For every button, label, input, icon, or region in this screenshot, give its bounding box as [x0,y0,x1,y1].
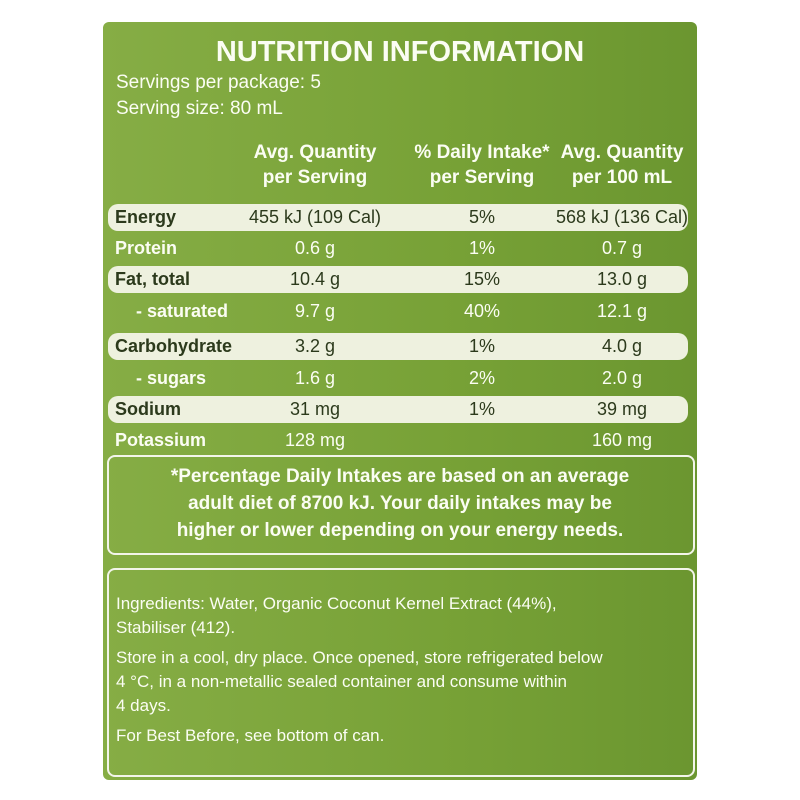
nutrient-value: 2.0 g [601,368,643,388]
ingredients-line: Stabiliser (412). [116,618,236,637]
serving-size: Serving size: 80 mL [116,98,283,119]
column-header: per Serving [429,167,535,188]
footnote-line: *Percentage Daily Intakes are based on a… [170,466,630,487]
column-header: Avg. Quantity [560,142,684,163]
ingredients-line: For Best Before, see bottom of can. [116,726,385,745]
nutrient-value: 455 kJ (109 Cal) [248,207,382,227]
nutrient-value: 3.2 g [294,336,336,356]
nutrient-row: Sodium 31 mg 1% 39 mg [108,396,688,423]
ingredients-line: Store in a cool, dry place. Once opened,… [116,648,603,667]
nutrient-value: 31 mg [289,399,341,419]
nutrient-row: - sugars 1.6 g 2% 2.0 g [108,365,688,392]
nutrient-row: Carbohydrate 3.2 g 1% 4.0 g [108,333,688,360]
nutrient-value: 0.6 g [294,238,336,258]
nutrient-row: Energy 455 kJ (109 Cal) 5% 568 kJ (136 Cal) [108,204,688,231]
nutrient-row: - saturated 9.7 g 40% 12.1 g [108,298,688,325]
nutrient-value: 4.0 g [601,336,643,356]
servings: Servings per package: 5 [116,72,321,93]
nutrient-value: 2% [468,368,495,388]
nutrient-label: - saturated [136,301,229,321]
column-header: per Serving [262,167,368,188]
nutrient-value: 13.0 g [596,269,648,289]
nutrient-value: 15% [463,269,501,289]
nutrient-value: 160 mg [591,430,653,450]
column-header: Avg. Quantity [253,142,377,163]
nutrient-label: Sodium [115,399,181,419]
nutrient-value: 1% [468,238,495,258]
footnote-line: adult diet of 8700 kJ. Your daily intake… [188,493,612,514]
nutrient-label: - sugars [136,368,207,388]
nutrient-row: Protein 0.6 g 1% 0.7 g [108,235,688,262]
footnote-box [107,455,695,555]
nutrient-label: Carbohydrate [115,336,233,356]
nutrient-row: Potassium 128 mg 160 mg [108,427,688,454]
title: NUTRITION INFORMATION [215,36,585,68]
nutrient-value: 5% [468,207,495,227]
nutrient-value: 568 kJ (136 Cal) [555,207,689,227]
nutrient-label: Fat, total [115,269,190,289]
nutrient-value: 12.1 g [596,301,648,321]
nutrient-value: 1% [468,399,495,419]
nutrient-value: 39 mg [596,399,648,419]
nutrient-label: Protein [115,238,178,258]
nutrient-value: 1% [468,336,495,356]
footnote-line: higher or lower depending on your energy… [176,520,624,541]
nutrient-label: Potassium [115,430,207,450]
nutrient-row: Fat, total 10.4 g 15% 13.0 g [108,266,688,293]
nutrient-label: Energy [115,207,177,227]
column-header: per 100 mL [571,167,673,188]
nutrient-value: 1.6 g [294,368,336,388]
nutrient-value: 40% [463,301,501,321]
nutrient-value: 9.7 g [294,301,336,321]
ingredients-line: 4 °C, in a non-metallic sealed container… [116,672,567,691]
ingredients-line: 4 days. [116,696,171,715]
nutrient-value: 0.7 g [601,238,643,258]
ingredients-box [107,568,695,777]
ingredients-line: Ingredients: Water, Organic Coconut Kern… [116,594,557,613]
nutrient-value: 128 mg [284,430,346,450]
nutrient-value: 10.4 g [289,269,341,289]
column-header: % Daily Intake* [414,142,550,163]
